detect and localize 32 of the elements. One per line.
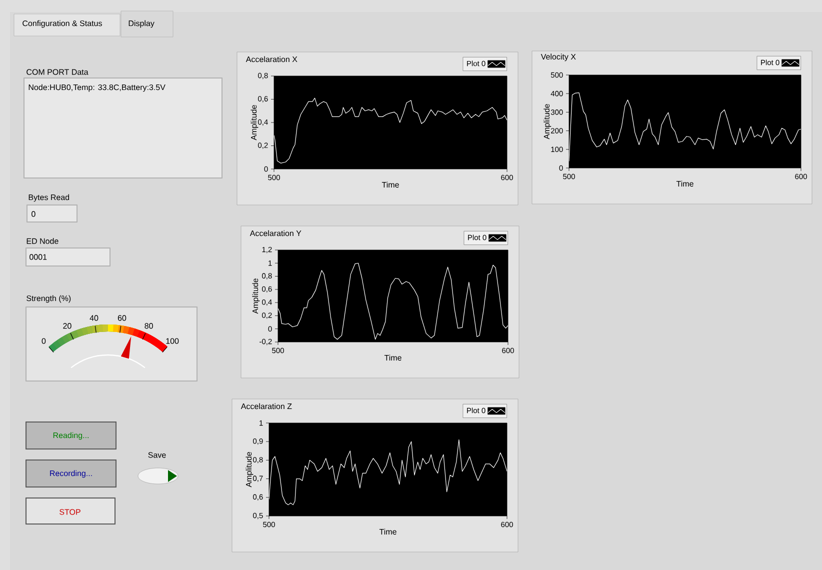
y-axis-title: Amplitude — [252, 278, 260, 314]
text: Recording... — [50, 470, 92, 478]
text: 40 — [90, 315, 98, 321]
text: 80 — [144, 323, 153, 329]
text: Save — [148, 452, 166, 458]
text: Strength (%) — [26, 295, 71, 303]
text: Bytes Read — [28, 194, 70, 202]
x-axis-title: Time — [379, 528, 396, 535]
text: Node:HUB0,Temp: 33.8C,Battery:3.5V — [28, 84, 166, 92]
text: 0 — [42, 338, 46, 344]
text: Display — [128, 20, 154, 28]
chart-title: Accelaration Z — [240, 403, 292, 410]
y-axis-title: Amplitude — [250, 105, 258, 140]
chart-title: Velocity X — [540, 54, 576, 62]
text: ED Node — [26, 238, 58, 244]
x-axis-title: Time — [676, 180, 694, 187]
x-axis-title: Time — [382, 182, 399, 188]
chart-title: Accelaration X — [246, 56, 298, 62]
text: Reading... — [53, 432, 89, 440]
text: 60 — [118, 315, 126, 321]
text: 0 — [32, 211, 36, 217]
text: Configuration & Status — [22, 20, 102, 28]
y-axis-title: Amplitude — [246, 452, 254, 488]
line-series — [278, 262, 508, 340]
text: 20 — [63, 323, 72, 329]
text: STOP — [60, 509, 80, 515]
x-axis-title: Time — [384, 354, 402, 361]
text: 0001 — [30, 254, 47, 260]
y-axis-title: Amplitude — [544, 104, 552, 140]
text: COM PORT Data — [26, 69, 88, 75]
chart-title: Accelaration Y — [250, 230, 302, 236]
text: 100 — [166, 338, 179, 344]
